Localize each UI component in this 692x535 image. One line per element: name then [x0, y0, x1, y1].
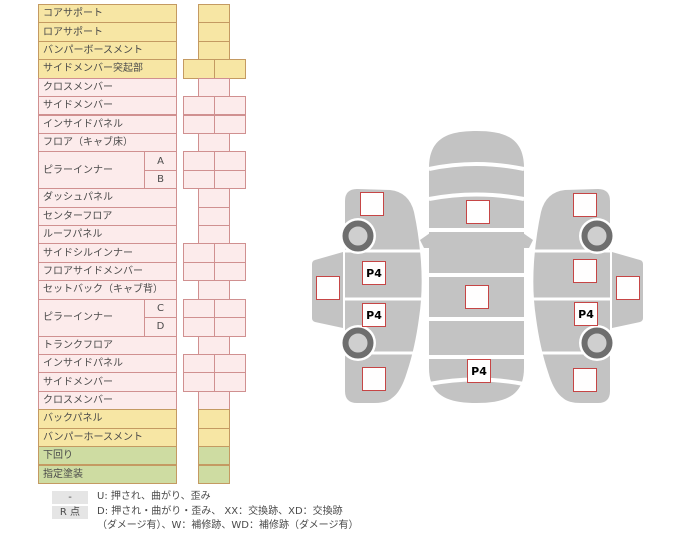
car-right-mirror: [523, 233, 533, 248]
parts-row-label: セットバック（キャブ背）: [38, 280, 177, 300]
parts-row-label: トランクフロア: [38, 335, 177, 355]
damage-grid-cell[interactable]: [198, 446, 230, 466]
legend-text-rpoint-line1: D: 押され・曲がり・歪み、 XX：交換跡、XD：交換跡: [97, 506, 343, 517]
damage-marker-right-rear-fender[interactable]: [573, 368, 597, 392]
parts-row-label: サイドメンバー: [38, 372, 177, 392]
damage-grid-cell[interactable]: [183, 261, 215, 282]
legend-text-rpoint: D: 押され・曲がり・歪み、 XX：交換跡、XD：交換跡 （ダメージ有）、W：補…: [97, 505, 358, 533]
damage-grid-cell[interactable]: [198, 40, 230, 61]
damage-grid-cell[interactable]: [183, 151, 215, 171]
parts-grid-column: [183, 4, 247, 484]
damage-grid-cell[interactable]: [198, 77, 230, 98]
damage-marker-left-front-door[interactable]: P4: [362, 261, 386, 285]
parts-label-column: コアサポート ロアサポート バンパーボースメント サイドメンバー突起部 クロスメンバーサ…: [38, 4, 178, 484]
damage-grid-cell[interactable]: [214, 96, 246, 116]
parts-row-label: コアサポート: [38, 4, 177, 24]
parts-row-label: ルーフパネル: [38, 225, 177, 245]
parts-row-label: 下回り: [38, 446, 177, 466]
damage-grid-cell[interactable]: [183, 243, 215, 263]
wheel-icon: [340, 325, 376, 361]
parts-row-label: バンパーボースメント: [38, 40, 177, 61]
damage-marker-right-front-fender[interactable]: [573, 193, 597, 217]
parts-row-label: インサイドパネル: [38, 353, 177, 374]
legend-text-rpoint-line2: （ダメージ有）、W：補修跡、WD：補修跡（ダメージ有）: [97, 520, 359, 531]
damage-grid-cell[interactable]: [214, 243, 246, 263]
parts-row-label: バンパーホースメント: [38, 427, 177, 448]
car-diagram: [312, 131, 643, 403]
damage-grid-cell[interactable]: [198, 390, 230, 411]
parts-row-label: バックパネル: [38, 409, 177, 429]
legend-badge-rpoint: R 点: [52, 506, 88, 519]
damage-grid-cell[interactable]: [198, 464, 230, 484]
legend-badge-dash: -: [52, 491, 88, 504]
legend: - U: 押され、曲がり、歪み R 点 D: 押され・曲がり・歪み、 XX：交換…: [52, 490, 432, 534]
parts-row-sublabel-C: C: [144, 298, 177, 319]
damage-marker-left-front-fender[interactable]: [360, 192, 384, 216]
damage-grid-cell[interactable]: [183, 298, 215, 319]
damage-marker-right-front-door[interactable]: [573, 259, 597, 283]
damage-grid-cell[interactable]: [183, 317, 215, 337]
damage-grid-cell[interactable]: [198, 409, 230, 429]
damage-marker-top-trunk[interactable]: P4: [467, 359, 491, 383]
damage-marker-right-roof-side[interactable]: [616, 276, 640, 300]
damage-grid-cell[interactable]: [214, 317, 246, 337]
parts-row-label: サイドメンバー: [38, 96, 177, 116]
damage-grid-cell[interactable]: [198, 335, 230, 355]
legend-row-rpoint: R 点 D: 押され・曲がり・歪み、 XX：交換跡、XD：交換跡 （ダメージ有）…: [52, 505, 432, 533]
parts-row-label: サイドメンバー突起部: [38, 59, 177, 79]
parts-row-label: ピラーインナー: [38, 151, 145, 190]
wheels: [340, 218, 615, 361]
parts-row-sublabel-B: B: [144, 169, 177, 190]
damage-grid-cell[interactable]: [198, 22, 230, 42]
damage-grid-cell[interactable]: [214, 298, 246, 319]
parts-row-label: フロアサイドメンバー: [38, 261, 177, 282]
damage-marker-left-rear-door[interactable]: P4: [362, 303, 386, 327]
damage-marker-top-roof[interactable]: [465, 285, 489, 309]
legend-row-u: - U: 押され、曲がり、歪み: [52, 490, 432, 504]
damage-grid-cell[interactable]: [198, 225, 230, 245]
wheel-icon: [579, 218, 615, 254]
parts-row-label: クロスメンバー: [38, 77, 177, 98]
damage-grid-cell[interactable]: [183, 372, 215, 392]
parts-row-label: ロアサポート: [38, 22, 177, 42]
damage-grid-cell[interactable]: [183, 353, 215, 374]
parts-row-label: ピラーインナー: [38, 298, 145, 337]
damage-grid-cell[interactable]: [198, 280, 230, 300]
damage-grid-cell[interactable]: [198, 132, 230, 153]
parts-row-sublabel-D: D: [144, 317, 177, 337]
damage-grid-cell[interactable]: [183, 59, 215, 79]
car-top-view: [429, 131, 524, 403]
parts-row-label: 指定塗装: [38, 464, 177, 484]
damage-grid-cell[interactable]: [214, 114, 246, 134]
damage-grid-cell[interactable]: [214, 169, 246, 190]
wheel-icon: [340, 218, 376, 254]
damage-grid-cell[interactable]: [198, 4, 230, 24]
parts-row-sublabel-A: A: [144, 151, 177, 171]
car-left-mirror: [420, 233, 430, 248]
damage-grid-cell[interactable]: [183, 96, 215, 116]
parts-row-label: インサイドパネル: [38, 114, 177, 134]
legend-text-u: U: 押され、曲がり、歪み: [97, 491, 211, 502]
parts-row-label: ダッシュパネル: [38, 188, 177, 208]
damage-grid-cell[interactable]: [198, 206, 230, 226]
parts-row-label: サイドシルインナー: [38, 243, 177, 263]
damage-grid-cell[interactable]: [214, 151, 246, 171]
parts-row-label: センターフロア: [38, 206, 177, 226]
damage-grid-cell[interactable]: [214, 372, 246, 392]
parts-row-label: クロスメンバー: [38, 390, 177, 411]
damage-marker-top-windshield[interactable]: [466, 200, 490, 224]
damage-marker-right-rear-door[interactable]: P4: [574, 302, 598, 326]
wheel-icon: [579, 325, 615, 361]
damage-grid-cell[interactable]: [183, 114, 215, 134]
damage-grid-cell[interactable]: [214, 261, 246, 282]
damage-grid-cell[interactable]: [183, 169, 215, 190]
damage-grid-cell[interactable]: [214, 59, 246, 79]
damage-grid-cell[interactable]: [198, 188, 230, 208]
damage-marker-left-rear-fender[interactable]: [362, 367, 386, 391]
damage-grid-cell[interactable]: [198, 427, 230, 448]
damage-marker-left-roof-side[interactable]: [316, 276, 340, 300]
parts-row-label: フロア（キャブ床）: [38, 132, 177, 153]
damage-grid-cell[interactable]: [214, 353, 246, 374]
